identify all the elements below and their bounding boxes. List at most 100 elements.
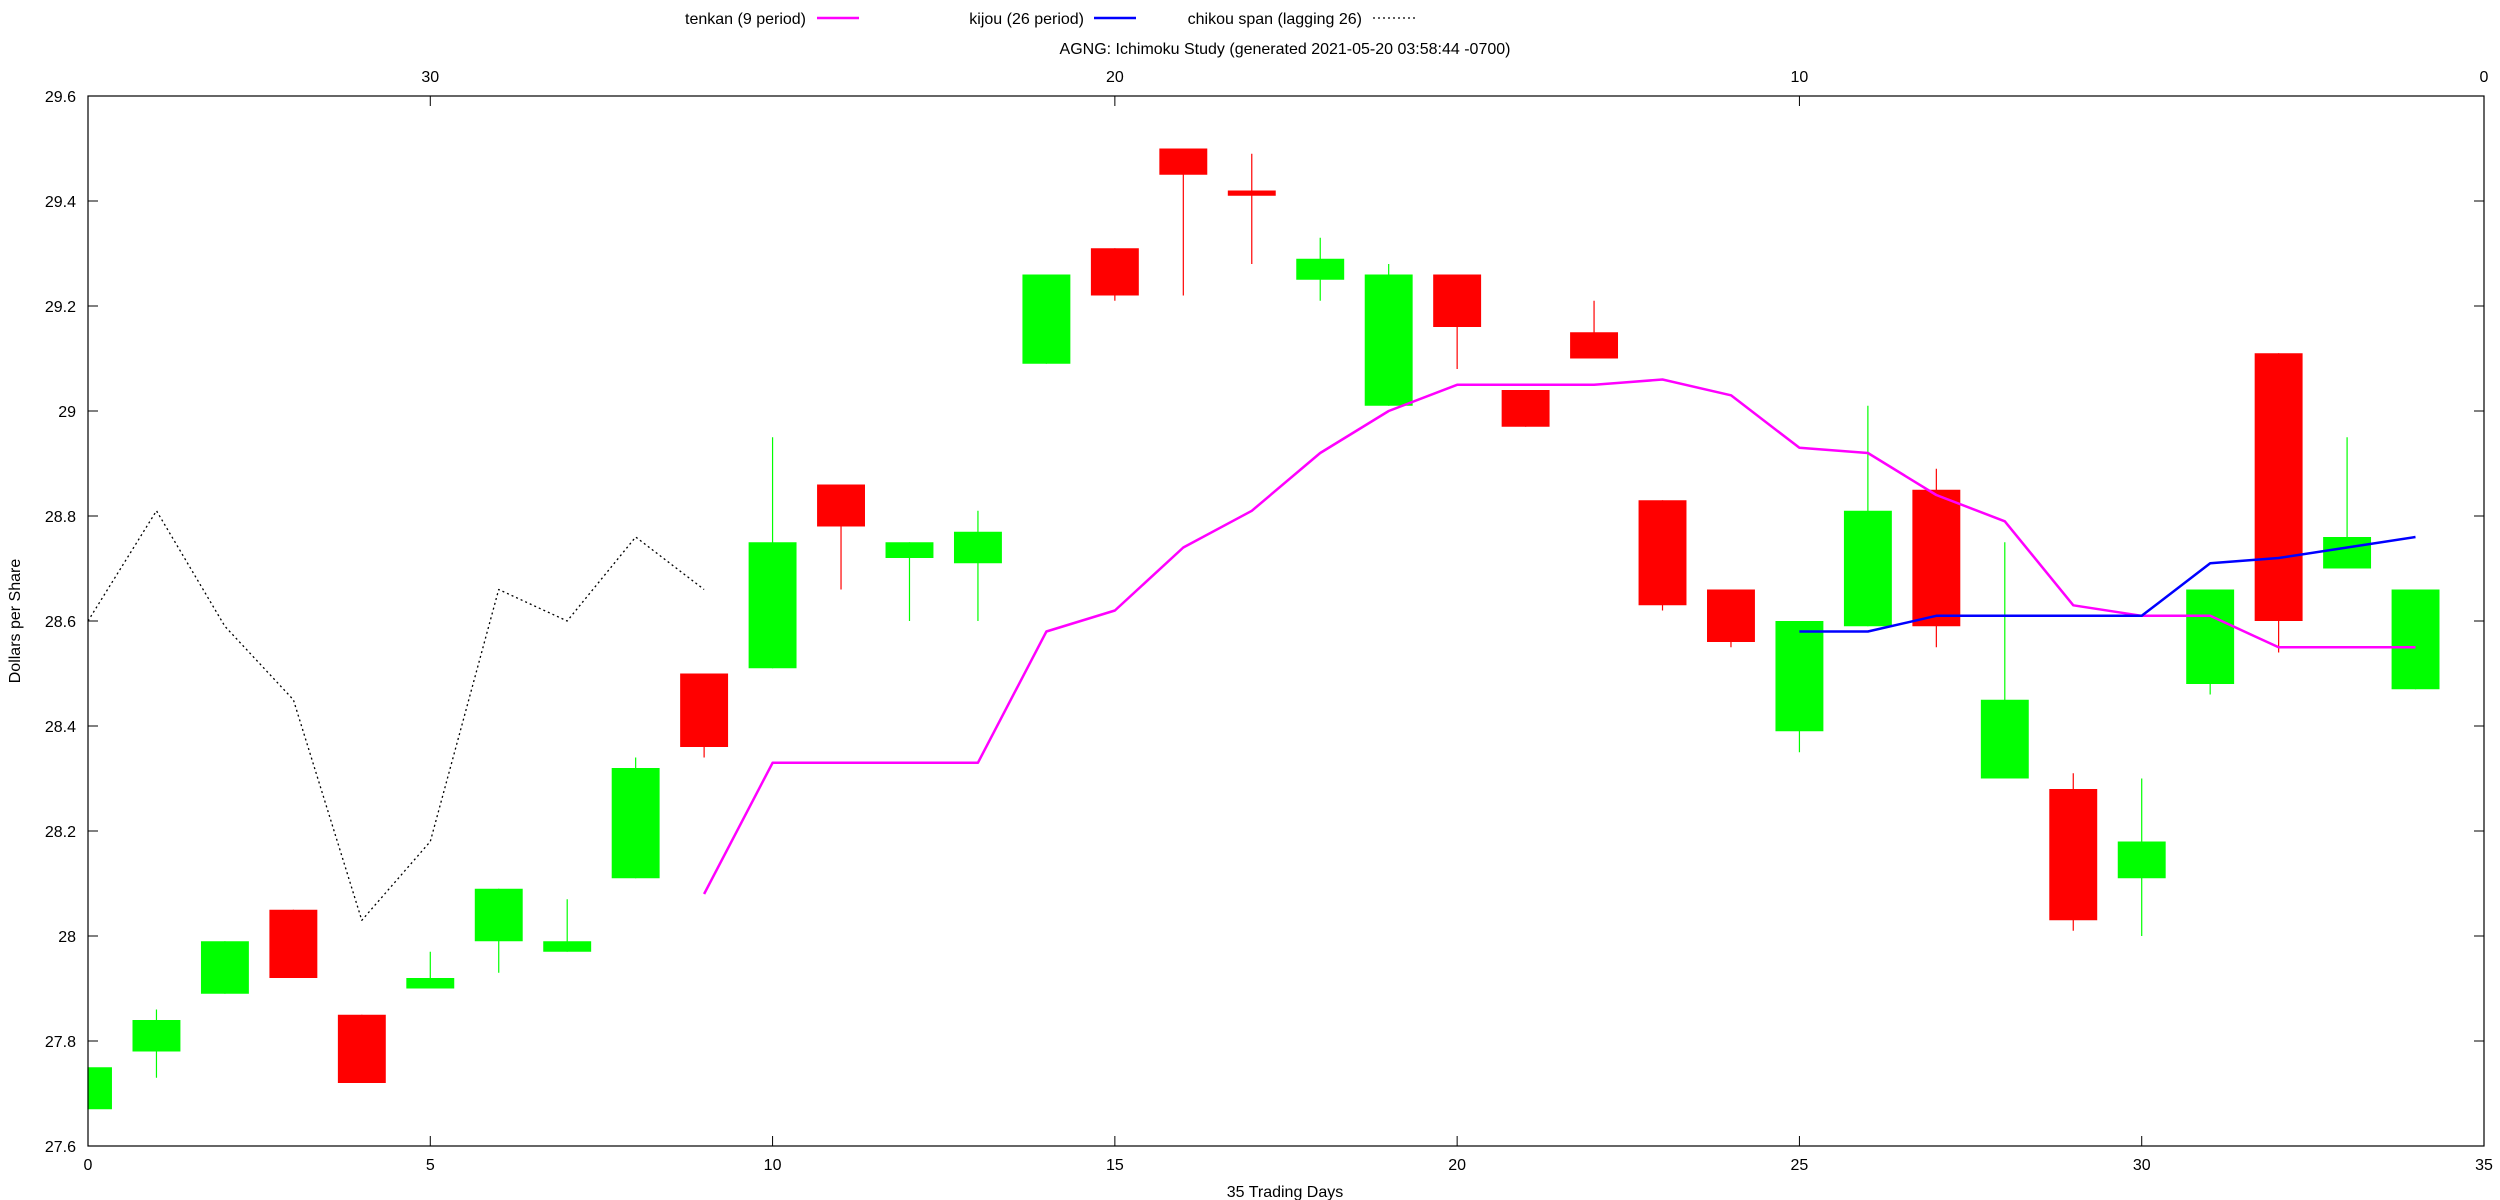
x-tick-label: 25: [1791, 1157, 1809, 1174]
candle-body: [1159, 148, 1208, 175]
candle: [200, 941, 249, 994]
candle-body: [1707, 589, 1755, 642]
x2-tick-label: 0: [2480, 69, 2489, 86]
y-tick-label: 27.6: [45, 1139, 76, 1156]
y-tick-label: 28.8: [45, 509, 76, 526]
candle-body: [1090, 248, 1139, 296]
chart-title: AGNG: Ichimoku Study (generated 2021-05-…: [1060, 41, 1511, 58]
tenkan-line: [702, 378, 2416, 895]
candle: [680, 673, 729, 758]
candle: [611, 757, 660, 879]
candle: [1570, 300, 1619, 359]
candle: [2186, 589, 2235, 695]
candle-body: [2117, 841, 2166, 879]
candle-body: [748, 542, 797, 669]
candle-body: [2323, 537, 2372, 569]
candle: [1775, 621, 1824, 753]
candle: [1227, 153, 1276, 264]
y-tick-label: 29.4: [45, 194, 76, 211]
axis-ticks: [87, 95, 2485, 1147]
tick-labels: 0 5 10 15 20 25 30 35 30 20 10 0 27.6 27.8 28 28.2 28.4 2…: [45, 69, 2493, 1174]
x2-tick-label: 10: [1791, 69, 1809, 86]
candle-body: [269, 909, 318, 978]
candle-body: [680, 673, 729, 747]
candle-body: [1775, 621, 1824, 732]
candle: [543, 899, 592, 952]
candle-body: [2254, 353, 2303, 621]
x-tick-label: 20: [1448, 1157, 1466, 1174]
candle-body: [611, 768, 660, 879]
x-tick-label: 0: [84, 1157, 93, 1174]
candle-body: [1022, 274, 1071, 364]
candle-body: [953, 531, 1002, 564]
candle: [1501, 390, 1550, 427]
x-tick-label: 35: [2475, 1157, 2493, 1174]
candle-body: [1501, 390, 1550, 427]
indicator-lines: [87, 378, 2416, 921]
candle: [885, 542, 934, 621]
candle: [2117, 778, 2166, 936]
candle-body: [1980, 699, 2029, 779]
y-axis-label: Dollars per Share: [7, 559, 24, 684]
kijou-line: [1799, 535, 2416, 633]
candle-body: [1912, 489, 1961, 627]
candle: [2049, 773, 2098, 931]
legend-label-chikou: chikou span (lagging 26): [1188, 11, 1362, 28]
candle: [1912, 468, 1961, 648]
candle: [406, 951, 455, 989]
candle: [1843, 405, 1892, 627]
candle: [337, 1014, 386, 1083]
x2-tick-label: 20: [1106, 69, 1124, 86]
candle-body: [200, 941, 249, 994]
y-tick-label: 27.8: [45, 1034, 76, 1051]
candle-body: [337, 1014, 386, 1083]
candle: [1980, 542, 2029, 779]
candle-body: [132, 1020, 181, 1052]
x-tick-label: 15: [1106, 1157, 1124, 1174]
x-tick-label: 30: [2133, 1157, 2151, 1174]
x-axis-label: 35 Trading Days: [1227, 1184, 1344, 1200]
candle: [1364, 264, 1413, 406]
candle-body: [1364, 274, 1413, 406]
candle: [1159, 148, 1208, 296]
candle-body: [1843, 510, 1892, 627]
candle: [748, 437, 797, 669]
candle: [1707, 589, 1755, 648]
legend-label-tenkan: tenkan (9 period): [685, 11, 806, 28]
candle: [1638, 500, 1687, 611]
x-tick-label: 5: [426, 1157, 435, 1174]
candle-body: [2186, 589, 2235, 684]
chikou-span-line: [87, 510, 705, 921]
candle: [2254, 353, 2303, 653]
candle-body: [406, 978, 455, 989]
candle-body: [1433, 274, 1482, 327]
candle-body: [543, 941, 592, 952]
candle: [474, 888, 523, 973]
candle-body: [2391, 589, 2440, 690]
candle: [1433, 274, 1482, 369]
candle: [2391, 589, 2440, 690]
candle: [1296, 237, 1345, 301]
y-tick-label: 28.2: [45, 824, 76, 841]
candle: [1022, 274, 1071, 364]
candles: [87, 148, 2440, 1110]
y-tick-label: 29.2: [45, 299, 76, 316]
candle-body: [1296, 258, 1345, 280]
candle-body: [1570, 332, 1619, 359]
candle: [1090, 248, 1139, 301]
y-tick-label: 29: [58, 404, 76, 421]
x-tick-label: 10: [764, 1157, 782, 1174]
candle-body: [1227, 190, 1276, 196]
y-tick-label: 28.6: [45, 614, 76, 631]
candle-body: [1638, 500, 1687, 606]
candle: [817, 484, 865, 590]
candle-body: [88, 1067, 112, 1110]
candle: [269, 909, 318, 978]
y-tick-label: 28: [58, 929, 76, 946]
candle-body: [474, 888, 523, 942]
legend: tenkan (9 period) kijou (26 period) chik…: [685, 11, 1415, 28]
legend-label-kijou: kijou (26 period): [969, 11, 1084, 28]
candle-body: [817, 484, 865, 527]
candle: [953, 510, 1002, 621]
